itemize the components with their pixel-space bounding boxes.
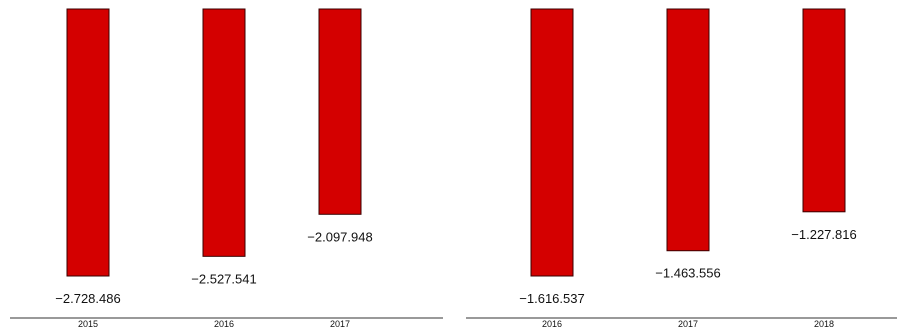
bar-2016: [530, 8, 574, 277]
bar-chart-left: −2.728.486 2015 −2.527.541 2016 −2.097.948 20…: [10, 8, 443, 329]
bar-2017: [318, 8, 362, 215]
x-tick-label-2015: 2015: [78, 319, 98, 329]
x-tick-label-2018: 2018: [814, 319, 834, 329]
value-label-2016: −1.616.537: [519, 291, 584, 306]
value-label-2016: −2.527.541: [191, 271, 256, 286]
bar-2016: [202, 8, 246, 257]
value-label-2017: −1.463.556: [655, 266, 720, 281]
value-label-2015: −2.728.486: [55, 291, 120, 306]
value-label-2018: −1.227.816: [791, 227, 856, 242]
bar-2017: [666, 8, 710, 252]
x-tick-label-2017: 2017: [678, 319, 698, 329]
x-tick-label-2016: 2016: [214, 319, 234, 329]
bar-2015: [66, 8, 110, 277]
bar-2018: [802, 8, 846, 213]
x-tick-label-2016: 2016: [542, 319, 562, 329]
value-label-2017: −2.097.948: [307, 229, 372, 244]
x-tick-label-2017: 2017: [330, 319, 350, 329]
bar-chart-right: −1.616.537 2016 −1.463.556 2017 −1.227.816 20…: [466, 8, 897, 329]
